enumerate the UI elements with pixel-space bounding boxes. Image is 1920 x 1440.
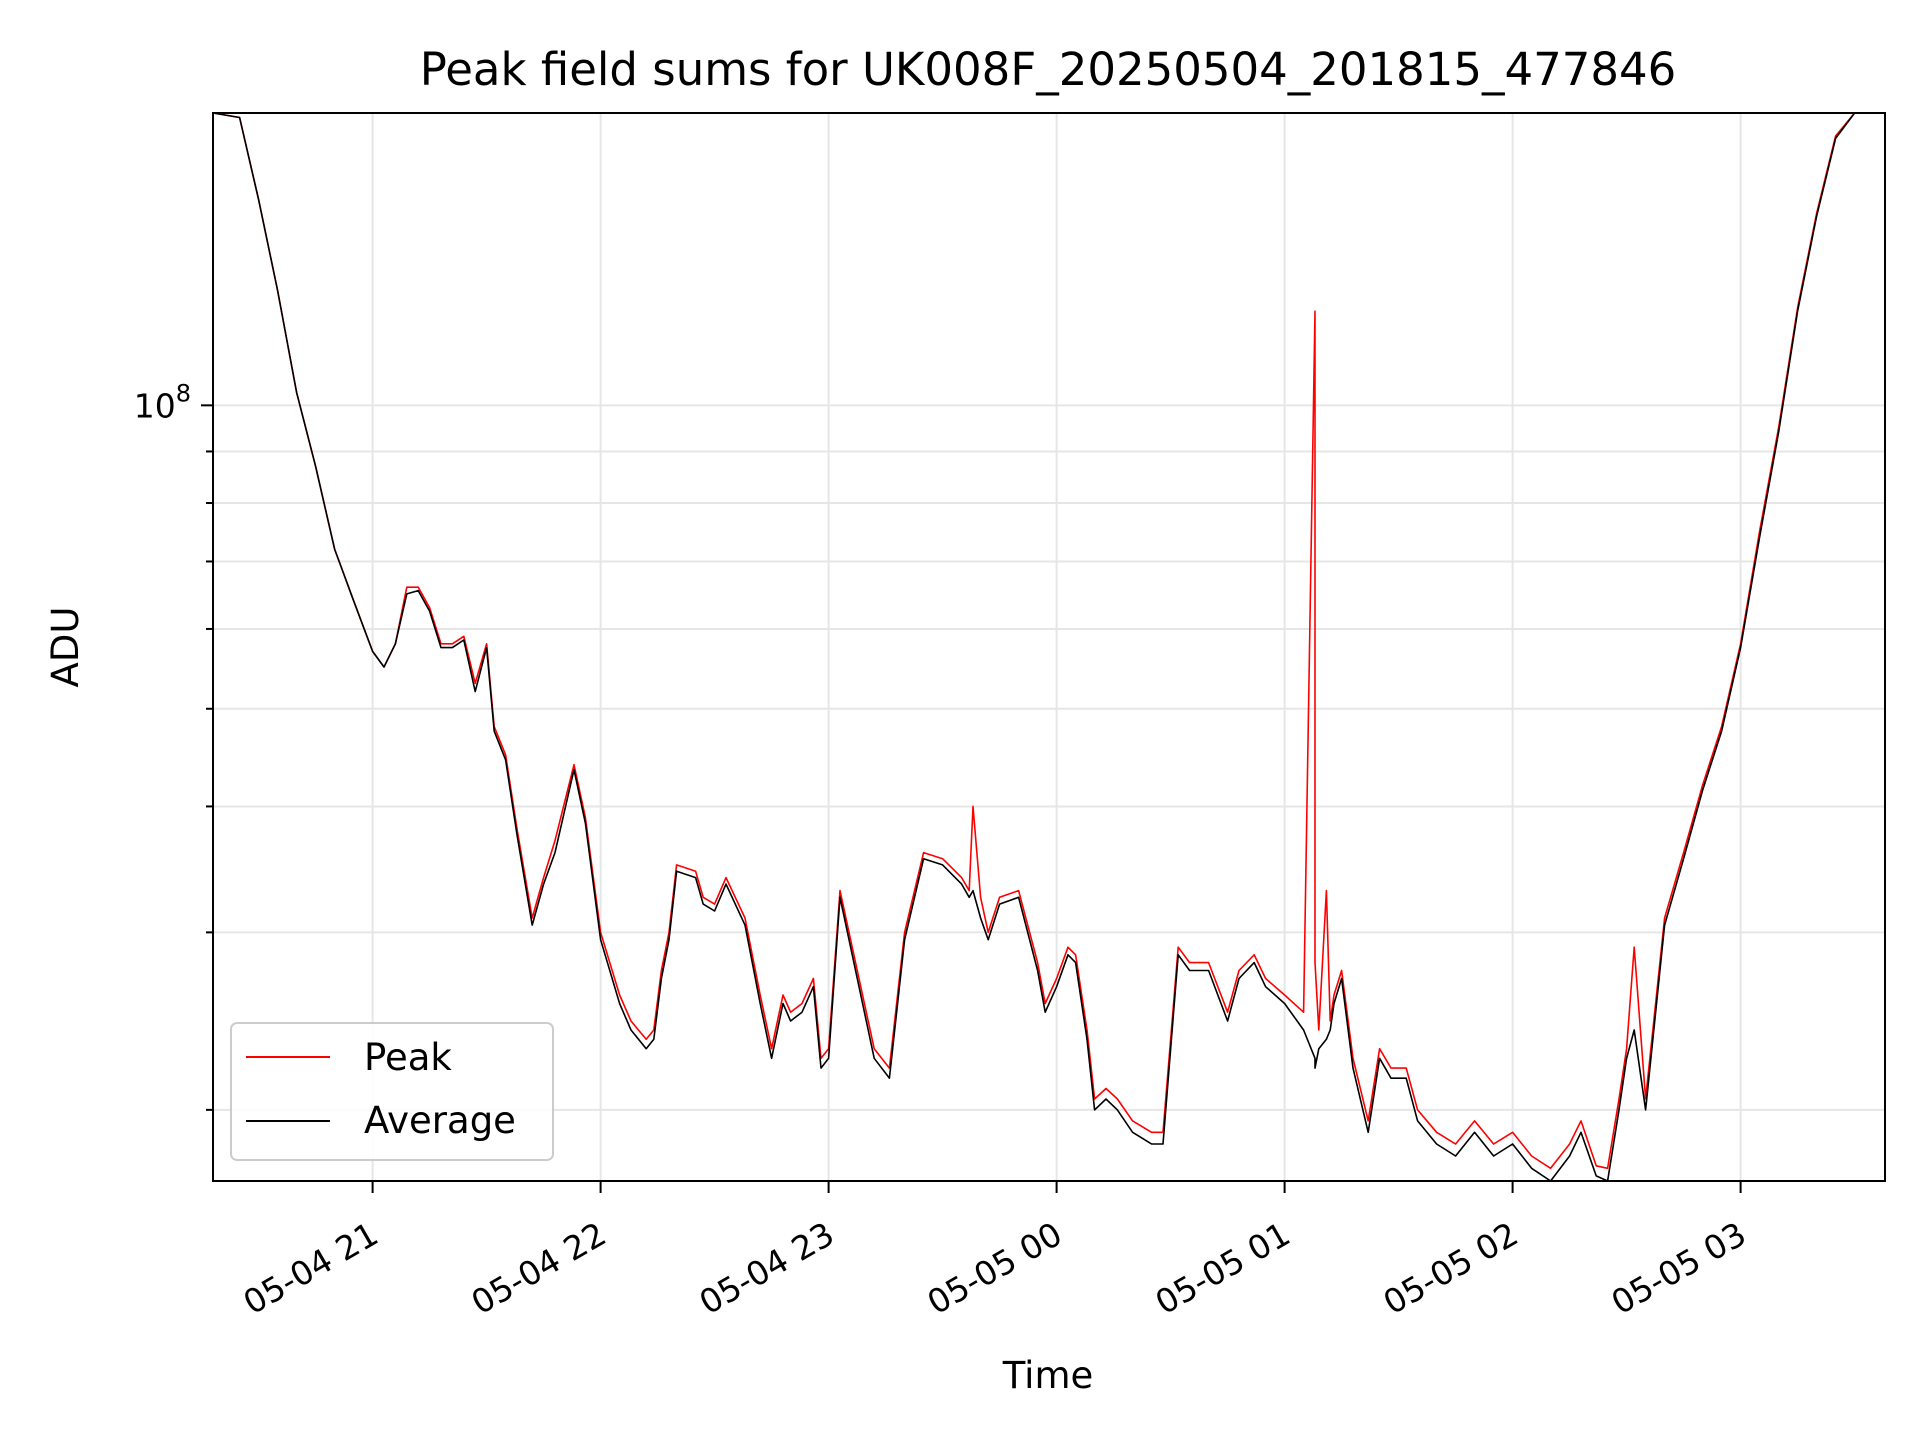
series-line-average — [212, 112, 1885, 1182]
series-layer — [212, 112, 1885, 1182]
legend-label-peak: Peak — [364, 1036, 452, 1079]
plot-area-frame — [212, 112, 1886, 1182]
y-tick-label: 108 — [134, 379, 191, 425]
x-axis-label: Time — [1002, 1354, 1094, 1397]
y-axis: 108 — [134, 379, 213, 1111]
legend-label-average: Average — [364, 1099, 516, 1142]
y-axis-label: ADU — [44, 607, 87, 688]
chart-title: Peak field sums for UK008F_20250504_2018… — [420, 43, 1677, 96]
legend: Peak Average — [230, 1022, 554, 1161]
